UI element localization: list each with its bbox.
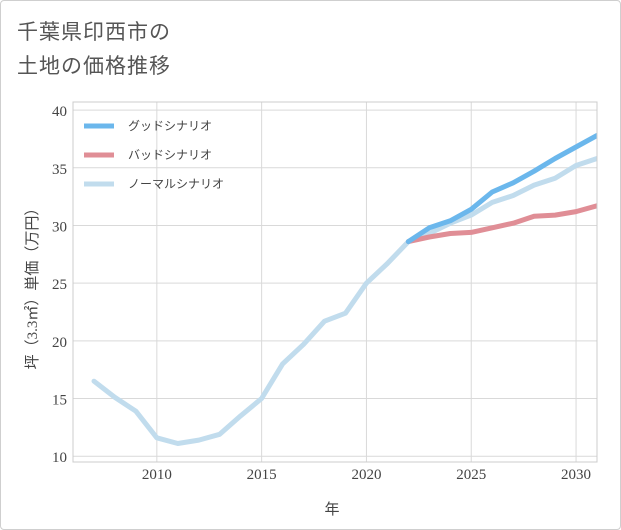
- plot-frame: [72, 101, 598, 463]
- series-line-1: [405, 133, 597, 245]
- y-tick-label: 30: [52, 219, 67, 235]
- x-tick-label: 2025: [456, 467, 486, 483]
- series-line-3: [91, 156, 597, 446]
- x-axis-label: 年: [324, 501, 339, 518]
- y-tick-label: 20: [52, 335, 67, 351]
- x-tick-labels: 2010 2015 2020 2025 2030: [142, 467, 591, 483]
- chart-title-line-1: 千葉県印西市の: [17, 20, 171, 44]
- y-tick-label: 40: [52, 104, 67, 120]
- x-tick-label: 2020: [351, 467, 381, 483]
- series-lines: [91, 133, 597, 446]
- legend-label: ノーマルシナリオ: [128, 177, 224, 191]
- y-tick-label: 35: [52, 162, 67, 178]
- y-axis-label: 坪（3.3㎡）単価（万円）: [24, 201, 41, 370]
- legend-label: グッドシナリオ: [128, 119, 212, 133]
- x-tick-label: 2010: [142, 467, 172, 483]
- y-tick-label: 10: [52, 450, 67, 466]
- series-line-2: [405, 203, 597, 245]
- x-tick-label: 2030: [561, 467, 591, 483]
- y-tick-label: 15: [52, 393, 67, 409]
- chart-title-line-2: 土地の価格推移: [17, 54, 171, 78]
- x-tick-label: 2015: [247, 467, 277, 483]
- y-tick-labels: 10 15 20 25 30 35 40: [52, 104, 67, 466]
- y-tick-label: 25: [52, 277, 67, 293]
- chart-title: 千葉県印西市の 土地の価格推移: [17, 15, 171, 83]
- legend-label: バッドシナリオ: [128, 148, 212, 162]
